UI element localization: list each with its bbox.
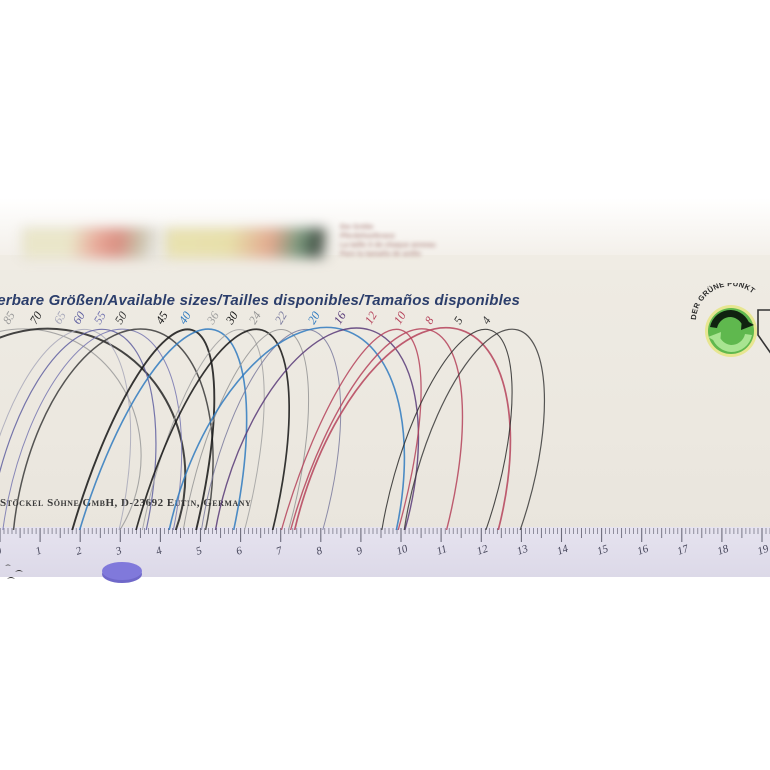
svg-text:19: 19 [756,543,770,558]
svg-text:14: 14 [555,543,570,558]
svg-text:8: 8 [422,314,437,327]
svg-text:17: 17 [676,543,691,558]
svg-text:36: 36 [203,309,222,327]
svg-text:65: 65 [51,309,69,327]
svg-text:1: 1 [34,545,43,558]
svg-text:16: 16 [331,309,349,327]
svg-text:18: 18 [716,543,731,558]
svg-text:7: 7 [275,544,285,557]
svg-text:55: 55 [91,309,109,327]
svg-text:15: 15 [596,543,611,558]
svg-text:60: 60 [70,309,88,327]
svg-text:5: 5 [194,544,204,557]
svg-text:85: 85 [0,309,18,327]
svg-text:30: 30 [222,309,241,327]
svg-text:8: 8 [315,544,325,557]
svg-text:5: 5 [451,314,466,327]
svg-text:13: 13 [515,543,530,558]
svg-text:12: 12 [362,309,380,327]
svg-text:0: 0 [0,544,4,557]
svg-text:9: 9 [355,544,365,557]
svg-text:6: 6 [235,544,245,557]
svg-text:4: 4 [154,544,164,557]
svg-text:10: 10 [391,309,409,327]
svg-text:10: 10 [395,543,410,558]
svg-text:11: 11 [435,543,449,558]
svg-text:20: 20 [305,309,323,327]
svg-text:2: 2 [74,544,84,557]
svg-text:50: 50 [112,309,130,327]
svg-text:45: 45 [153,309,171,327]
svg-text:4: 4 [479,314,494,327]
svg-text:12: 12 [475,543,490,558]
svg-text:16: 16 [636,543,651,558]
svg-text:24: 24 [246,309,264,327]
svg-text:70: 70 [27,309,45,327]
svg-text:22: 22 [272,309,290,327]
svg-text:40: 40 [176,309,194,327]
